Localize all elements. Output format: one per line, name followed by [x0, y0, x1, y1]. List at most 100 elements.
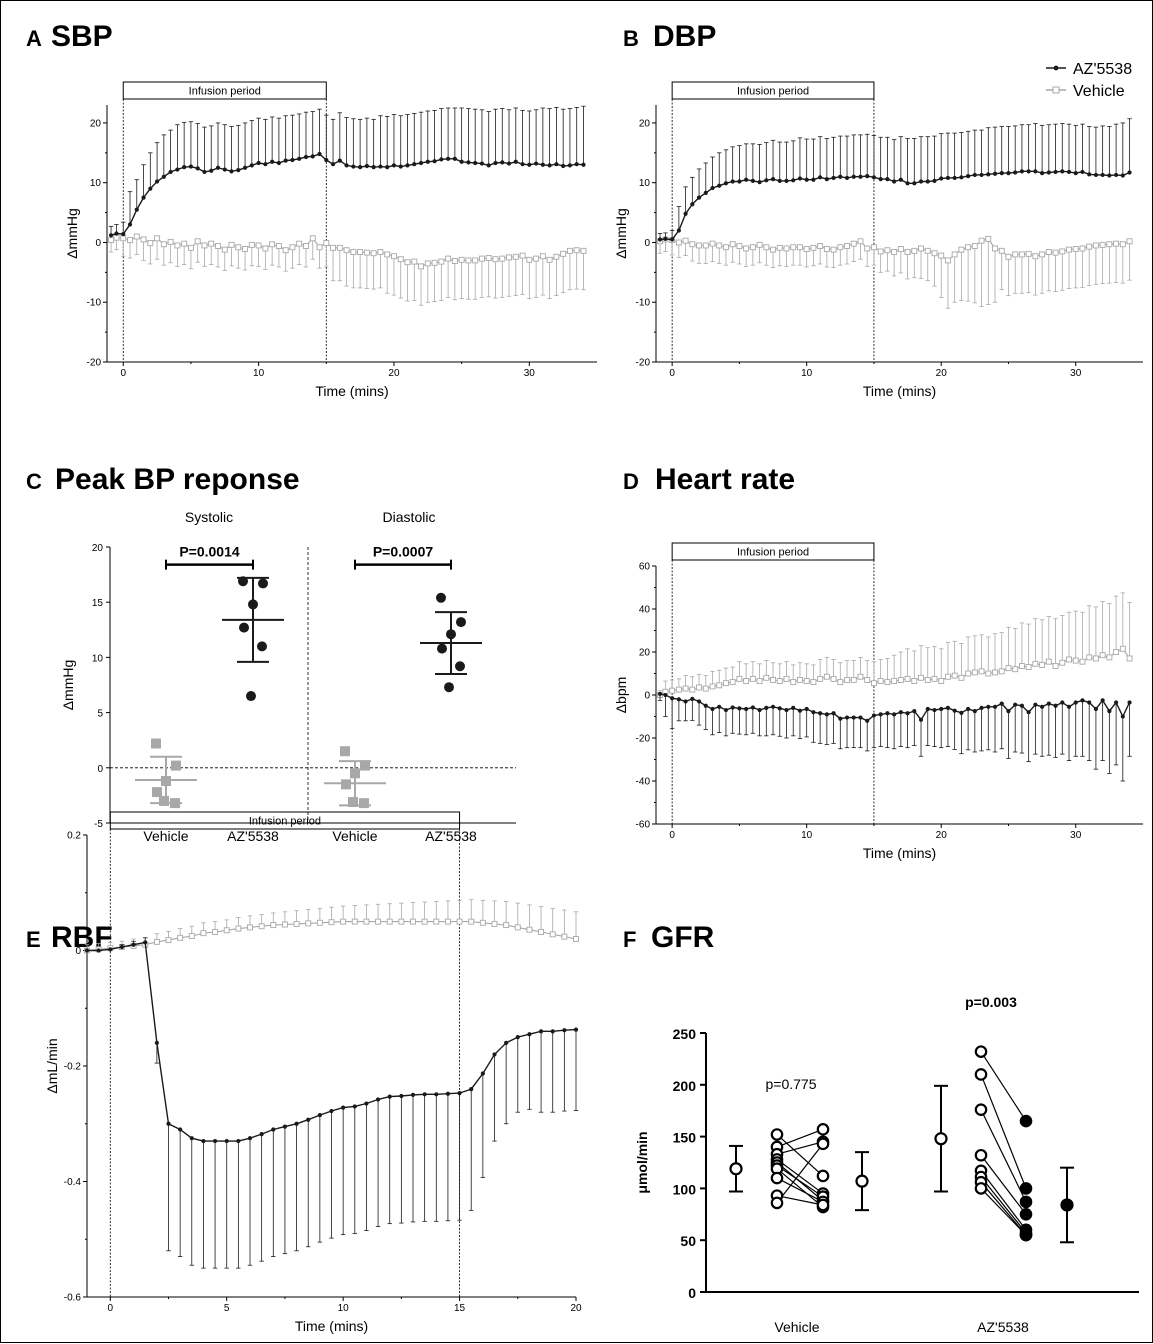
- data-point: [790, 244, 797, 251]
- y-tick-label: -20: [87, 358, 102, 369]
- data-point: [657, 691, 663, 697]
- data-point: [757, 707, 762, 713]
- data-point: [305, 920, 312, 927]
- data-point: [1073, 171, 1078, 176]
- data-point: [161, 776, 171, 787]
- y-tick-label: 150: [673, 1130, 697, 1146]
- data-point: [438, 258, 445, 265]
- data-point: [1040, 704, 1045, 709]
- category-label: AZ'5538: [227, 828, 279, 844]
- data-point: [370, 250, 377, 257]
- y-tick-label: 20: [639, 118, 651, 129]
- data-point: [851, 174, 856, 179]
- data-point: [275, 243, 282, 250]
- data-point: [1066, 656, 1072, 663]
- data-point: [293, 920, 300, 927]
- data-point: [154, 1040, 159, 1045]
- data-point: [1092, 242, 1099, 249]
- data-point: [451, 258, 458, 264]
- data-point: [147, 240, 154, 247]
- data-point: [803, 246, 810, 252]
- data-point: [1119, 645, 1126, 652]
- y-tick-label: 50: [680, 1233, 696, 1249]
- data-point: [141, 195, 146, 200]
- data-point: [357, 249, 364, 255]
- y-tick-label: 10: [90, 178, 102, 189]
- data-point: [348, 797, 358, 808]
- panel-d-title: Heart rate: [655, 463, 795, 496]
- data-point: [533, 161, 539, 166]
- series-az5538: [84, 937, 579, 1269]
- data-point: [520, 162, 525, 167]
- data-point: [992, 171, 998, 176]
- data-point: [316, 919, 323, 926]
- data-point: [810, 244, 817, 251]
- data-point: [683, 211, 688, 216]
- data-point: [857, 238, 864, 245]
- pre-point: [974, 1148, 988, 1162]
- data-point: [1099, 652, 1106, 659]
- data-point: [547, 163, 552, 168]
- data-point: [918, 717, 924, 722]
- data-point: [1093, 706, 1099, 712]
- data-point: [235, 244, 242, 251]
- y-tick-label: 0: [644, 238, 650, 249]
- infusion-period-box: [671, 81, 875, 100]
- data-point: [1019, 169, 1025, 174]
- p-value-label: p=0.003: [965, 994, 1017, 1010]
- data-point: [1006, 171, 1011, 176]
- data-point: [436, 592, 446, 603]
- pre-point: [770, 1128, 784, 1141]
- data-point: [764, 178, 769, 183]
- data-point: [323, 240, 330, 247]
- data-point: [749, 244, 756, 251]
- data-point: [246, 691, 256, 702]
- data-point: [1040, 171, 1045, 176]
- y-tick-label: 20: [639, 648, 651, 659]
- data-point: [1113, 240, 1120, 247]
- data-point: [445, 255, 452, 262]
- data-point: [770, 677, 776, 683]
- data-point: [871, 713, 877, 718]
- data-point: [127, 222, 133, 227]
- data-point: [238, 576, 248, 587]
- data-point: [709, 240, 716, 247]
- pre-point: [974, 1103, 988, 1116]
- data-point: [978, 237, 985, 244]
- series-vehicle: [108, 233, 587, 306]
- data-point: [437, 643, 447, 654]
- data-point: [796, 244, 803, 251]
- data-point: [282, 247, 289, 254]
- data-point: [703, 190, 708, 195]
- data-point: [271, 1127, 276, 1132]
- series-az5538: [657, 118, 1132, 242]
- panel-f-plot: 0 50 100 150 200 250 μmol/min Vehicle AZ'5538 p=0…: [634, 994, 1139, 1335]
- data-point: [1120, 714, 1125, 719]
- x-tick-label: 10: [801, 830, 813, 841]
- y-axis-label: ΔmmHg: [60, 660, 76, 711]
- data-point: [201, 242, 208, 249]
- data-point: [358, 165, 363, 170]
- data-point: [777, 706, 782, 711]
- data-point: [269, 241, 276, 248]
- data-point: [810, 679, 817, 686]
- post-point: [1019, 1195, 1033, 1209]
- data-point: [310, 154, 315, 159]
- data-point: [114, 231, 119, 236]
- data-point: [696, 699, 702, 704]
- data-point: [412, 162, 417, 167]
- mean-point: [934, 1132, 948, 1146]
- data-point: [187, 244, 194, 251]
- data-point: [837, 679, 844, 686]
- data-point: [999, 171, 1004, 176]
- p-value-label: P=0.0014: [179, 544, 240, 560]
- infusion-period-label: Infusion period: [189, 86, 261, 98]
- data-point: [546, 256, 553, 263]
- post-point: [1019, 1228, 1033, 1242]
- p-value-label: P=0.0007: [373, 544, 434, 560]
- pair-line: [980, 1187, 1027, 1236]
- pair-line: [776, 1195, 824, 1206]
- panel-f-title: GFR: [651, 921, 715, 954]
- y-tick-label: -20: [636, 734, 651, 745]
- data-point: [965, 670, 972, 677]
